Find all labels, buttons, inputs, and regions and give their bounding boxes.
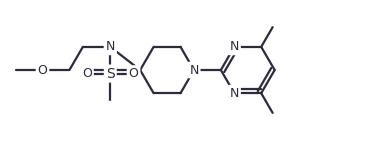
Text: N: N: [189, 64, 199, 77]
Text: O: O: [128, 67, 138, 80]
Text: N: N: [229, 87, 239, 100]
Text: O: O: [82, 67, 92, 80]
Text: S: S: [106, 67, 115, 81]
Text: O: O: [38, 64, 48, 77]
Text: N: N: [229, 40, 239, 53]
Text: N: N: [105, 40, 115, 53]
